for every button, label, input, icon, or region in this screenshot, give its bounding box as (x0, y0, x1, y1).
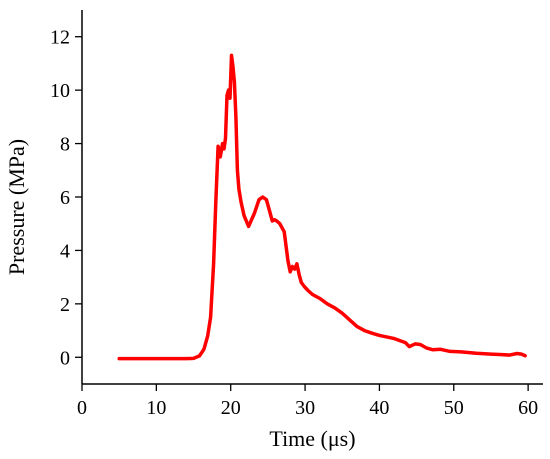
y-tick-label: 4 (60, 240, 70, 262)
x-axis-title: Time (μs) (269, 426, 355, 451)
x-tick-label: 30 (295, 397, 315, 419)
y-tick-label: 12 (50, 27, 70, 49)
x-tick-label: 10 (146, 397, 166, 419)
y-tick-label: 10 (50, 80, 70, 102)
y-tick-label: 2 (60, 294, 70, 316)
y-axis-title: Pressure (MPa) (4, 139, 29, 275)
x-tick-label: 50 (444, 397, 464, 419)
x-axis-ticks: 0 10 20 30 40 50 60 (77, 384, 538, 419)
y-tick-label: 6 (60, 187, 70, 209)
x-tick-label: 60 (518, 397, 538, 419)
y-tick-label: 8 (60, 134, 70, 156)
pressure-series-line (117, 53, 527, 361)
y-axis-ticks: 0 2 4 6 8 10 12 (50, 27, 82, 369)
x-tick-label: 20 (221, 397, 241, 419)
x-tick-label: 0 (77, 397, 87, 419)
x-tick-label: 40 (369, 397, 389, 419)
y-tick-label: 0 (60, 347, 70, 369)
